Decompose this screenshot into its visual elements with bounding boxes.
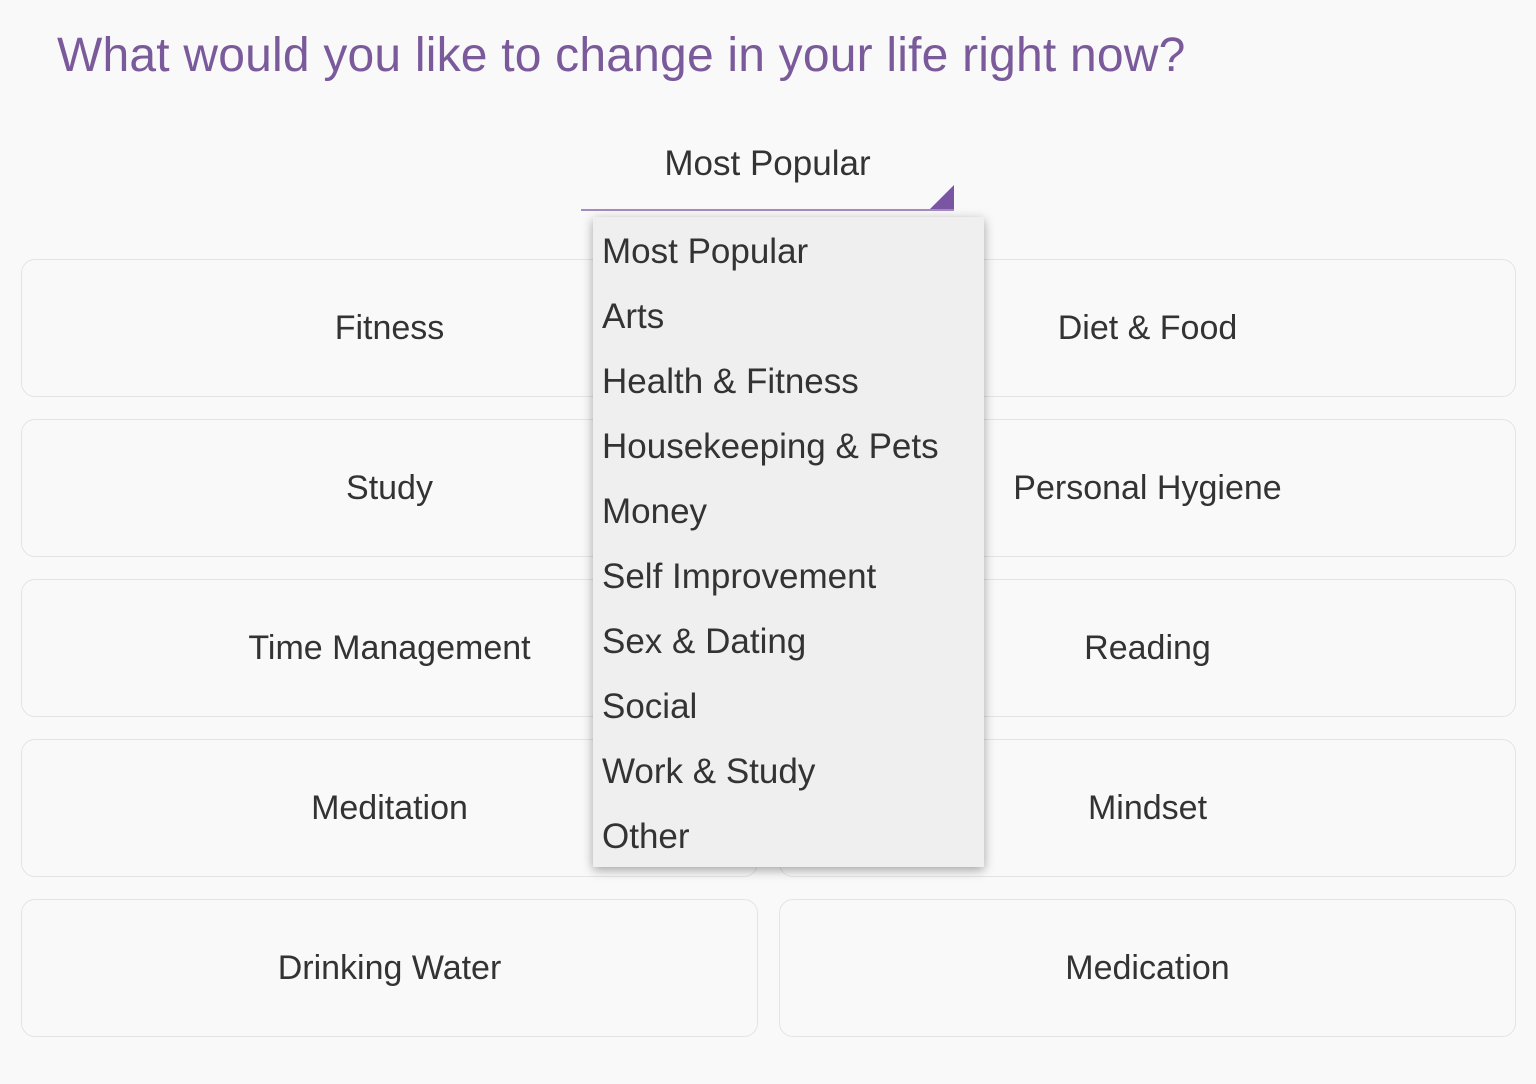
dropdown-option[interactable]: Self Improvement [602, 557, 877, 596]
habit-card[interactable]: Medication [779, 899, 1516, 1037]
dropdown-option[interactable]: Most Popular [602, 232, 809, 271]
dropdown-option[interactable]: Sex & Dating [602, 622, 807, 661]
habit-card[interactable]: Diet & Food [779, 259, 1516, 397]
dropdown-triangle-icon [930, 185, 954, 209]
dropdown-option[interactable]: Money [602, 492, 708, 531]
dropdown-option[interactable]: Work & Study [602, 752, 816, 791]
category-select[interactable]: Most Popular [581, 140, 954, 211]
dropdown-option[interactable]: Arts [602, 297, 665, 336]
habit-card[interactable]: Drinking Water [21, 899, 758, 1037]
category-dropdown-menu: Most Popular Arts Health & Fitness Housekee… [593, 217, 984, 867]
dropdown-option[interactable]: Other [602, 817, 690, 856]
dropdown-option[interactable]: Health & Fitness [602, 362, 859, 401]
dropdown-option[interactable]: Social [602, 687, 698, 726]
select-value: Most Popular [664, 144, 871, 183]
dropdown-option[interactable]: Housekeeping & Pets [602, 427, 939, 466]
page-title: What would you like to change in your li… [57, 29, 1186, 82]
